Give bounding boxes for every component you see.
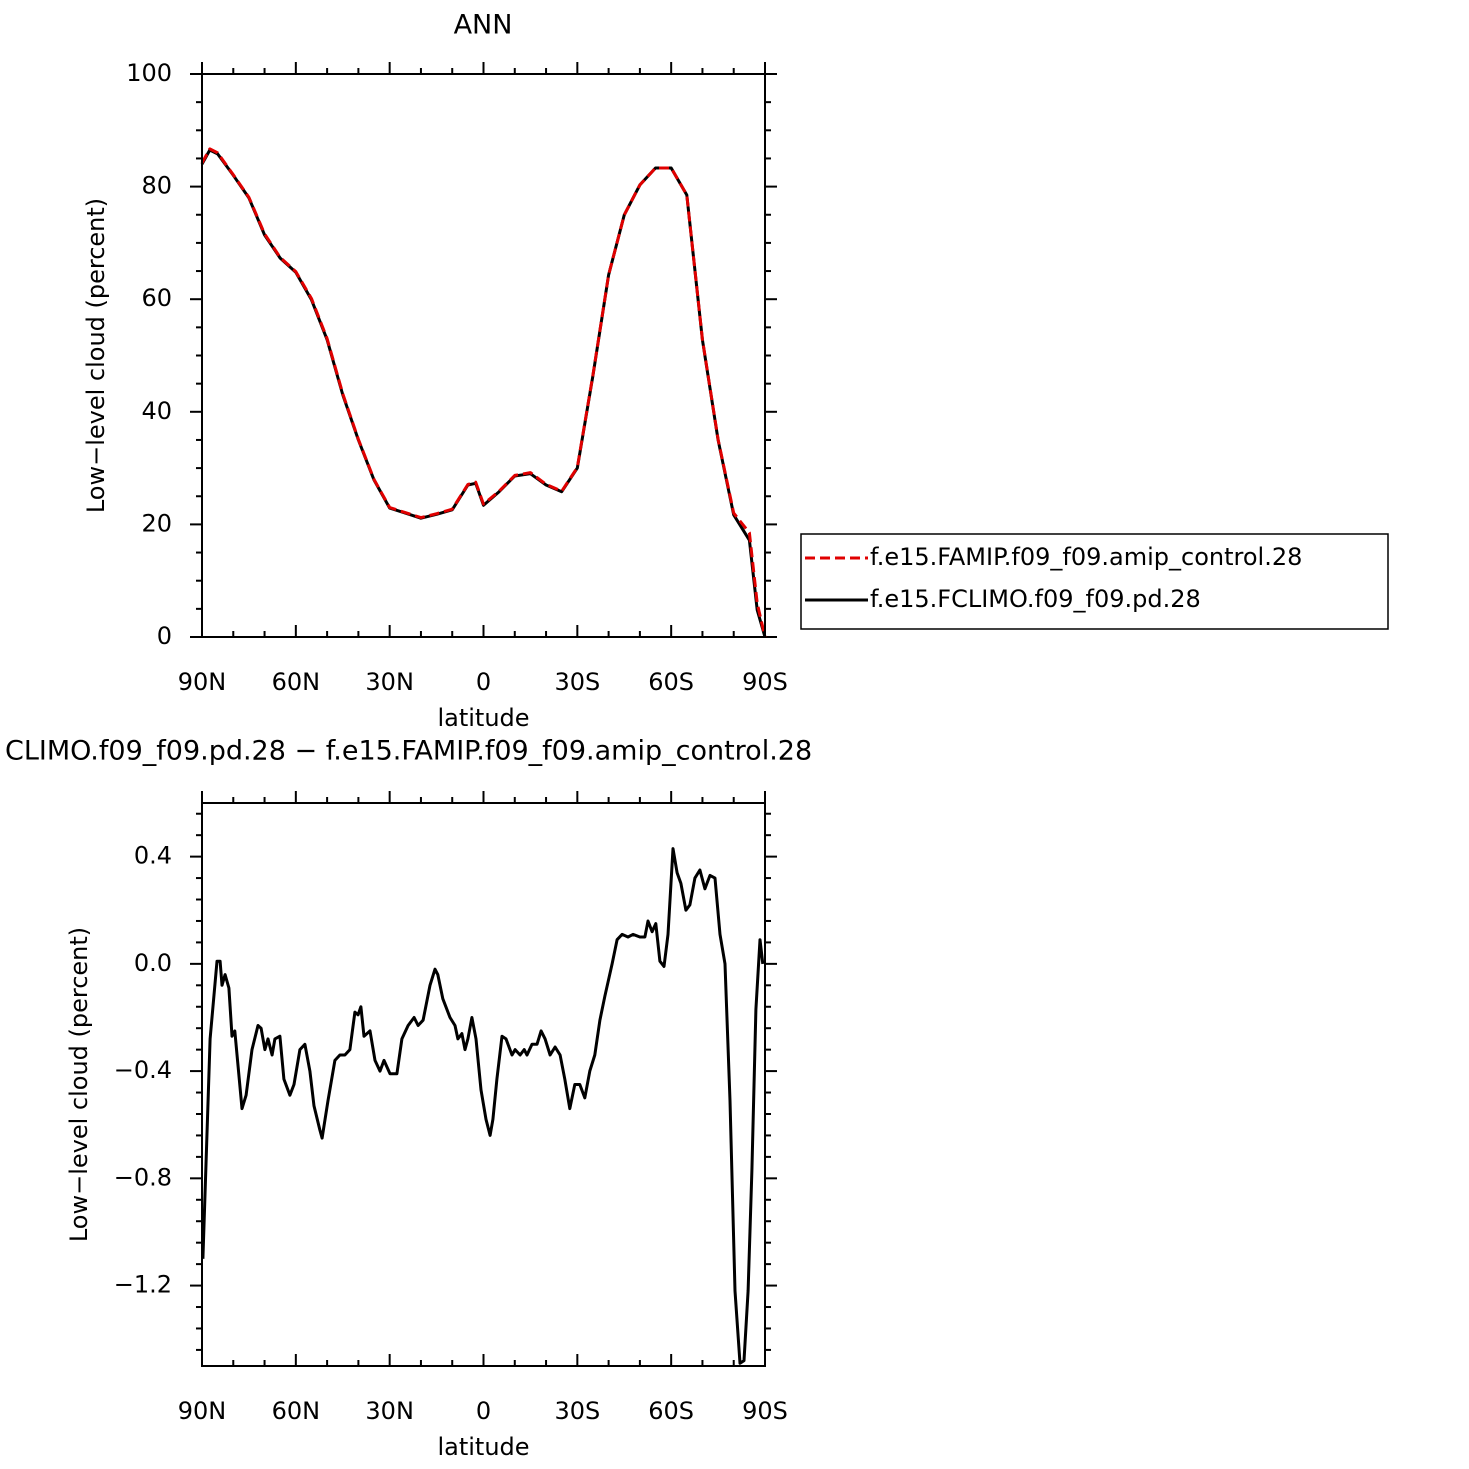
y-tick-label: −0.8	[114, 1163, 172, 1191]
legend-box	[800, 533, 1389, 630]
data-line	[201, 847, 765, 1365]
x-tick-label: 60S	[648, 1397, 694, 1425]
y-tick-label: −0.4	[114, 1056, 172, 1084]
chart-title: CLIMO.f09_f09.pd.28 − f.e15.FAMIP.f09_f0…	[5, 736, 812, 767]
y-axis-title: Low−level cloud (percent)	[82, 198, 110, 513]
y-tick-label: 40	[141, 397, 172, 425]
x-tick-label: 30N	[365, 668, 414, 696]
x-tick-label: 60N	[272, 1397, 321, 1425]
y-tick-label: 80	[141, 172, 172, 200]
x-tick-label: 90N	[178, 668, 227, 696]
legend-label: f.e15.FCLIMO.f09_f09.pd.28	[870, 585, 1201, 613]
y-tick-label: 20	[141, 509, 172, 537]
y-axis-title: Low−level cloud (percent)	[65, 927, 93, 1242]
x-tick-label: 60S	[648, 668, 694, 696]
y-tick-label: −1.2	[114, 1271, 172, 1299]
chart-title: ANN	[454, 10, 513, 41]
y-tick-label: 0	[157, 622, 172, 650]
x-tick-label: 90N	[178, 1397, 227, 1425]
y-tick-label: 0.4	[134, 842, 172, 870]
x-tick-label: 0	[476, 668, 491, 696]
y-tick-label: 60	[141, 284, 172, 312]
x-tick-label: 90S	[742, 1397, 788, 1425]
x-tick-label: 90S	[742, 668, 788, 696]
x-tick-label: 30S	[554, 668, 600, 696]
plot-frame	[201, 802, 766, 1367]
plot-frame	[201, 73, 766, 638]
x-axis-title: latitude	[437, 1433, 529, 1461]
data-line	[200, 148, 767, 638]
x-tick-label: 30S	[554, 1397, 600, 1425]
data-line	[200, 147, 767, 638]
x-tick-label: 0	[476, 1397, 491, 1425]
y-tick-label: 100	[126, 59, 172, 87]
legend-label: f.e15.FAMIP.f09_f09.amip_control.28	[870, 543, 1302, 571]
x-axis-title: latitude	[437, 704, 529, 732]
x-tick-label: 30N	[365, 1397, 414, 1425]
x-tick-label: 60N	[272, 668, 321, 696]
y-tick-label: 0.0	[134, 949, 172, 977]
